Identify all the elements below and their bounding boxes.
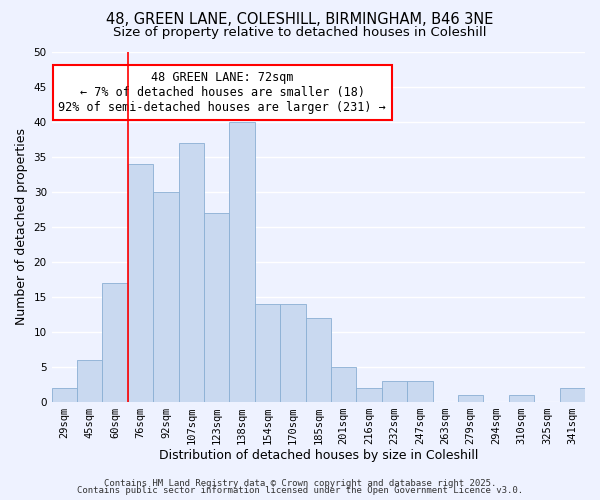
- Text: 48, GREEN LANE, COLESHILL, BIRMINGHAM, B46 3NE: 48, GREEN LANE, COLESHILL, BIRMINGHAM, B…: [106, 12, 494, 28]
- Text: Contains HM Land Registry data © Crown copyright and database right 2025.: Contains HM Land Registry data © Crown c…: [104, 478, 496, 488]
- Bar: [305, 318, 331, 402]
- Bar: [356, 388, 382, 402]
- Bar: [255, 304, 280, 402]
- Bar: [458, 394, 484, 402]
- Bar: [509, 394, 534, 402]
- Bar: [407, 380, 433, 402]
- Bar: [560, 388, 585, 402]
- Bar: [128, 164, 153, 402]
- Bar: [280, 304, 305, 402]
- X-axis label: Distribution of detached houses by size in Coleshill: Distribution of detached houses by size …: [158, 450, 478, 462]
- Bar: [229, 122, 255, 402]
- Bar: [331, 366, 356, 402]
- Bar: [204, 212, 229, 402]
- Text: Contains public sector information licensed under the Open Government Licence v3: Contains public sector information licen…: [77, 486, 523, 495]
- Text: 48 GREEN LANE: 72sqm
← 7% of detached houses are smaller (18)
92% of semi-detach: 48 GREEN LANE: 72sqm ← 7% of detached ho…: [58, 71, 386, 114]
- Bar: [153, 192, 179, 402]
- Bar: [52, 388, 77, 402]
- Bar: [103, 282, 128, 402]
- Bar: [77, 360, 103, 402]
- Bar: [382, 380, 407, 402]
- Y-axis label: Number of detached properties: Number of detached properties: [15, 128, 28, 325]
- Text: Size of property relative to detached houses in Coleshill: Size of property relative to detached ho…: [113, 26, 487, 39]
- Bar: [179, 142, 204, 402]
